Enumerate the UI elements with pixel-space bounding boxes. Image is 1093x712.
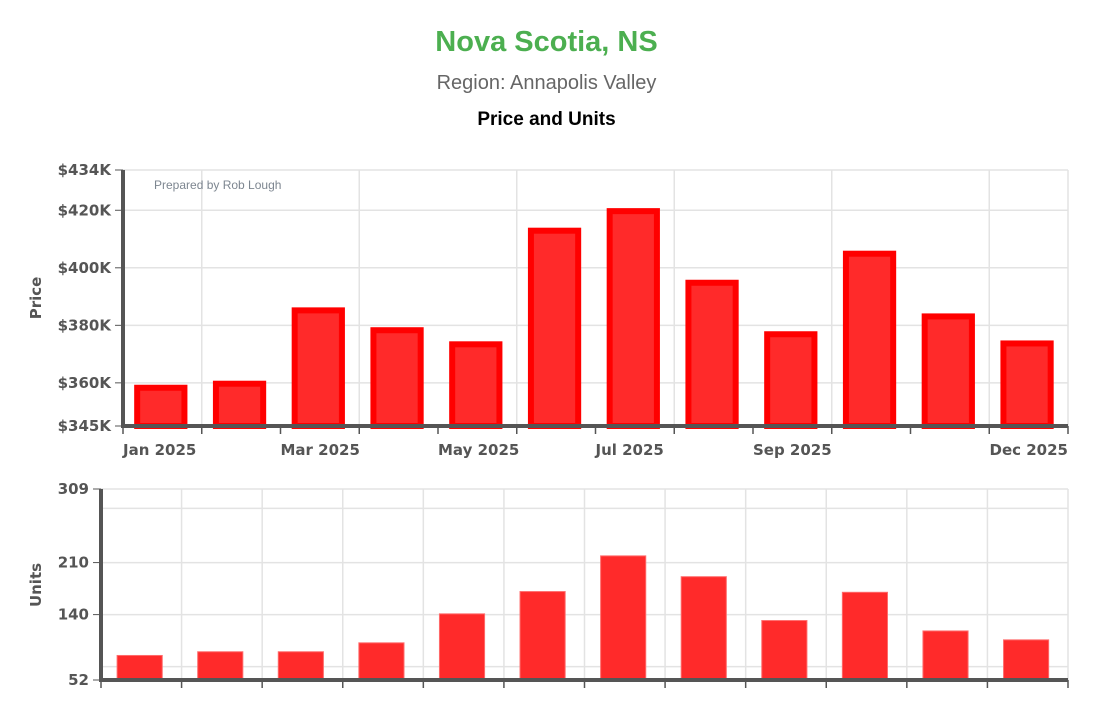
price-y-tick-label: $434K (58, 161, 113, 179)
units-bar (358, 642, 405, 681)
units-bar (197, 651, 244, 681)
units-bar (277, 651, 324, 681)
price-bar (1000, 340, 1054, 430)
chart-main-title: Nova Scotia, NS (435, 26, 658, 58)
chart-title: Price and Units (477, 109, 616, 130)
credit-text: Prepared by Rob Lough (154, 178, 281, 192)
price-bar (449, 341, 503, 430)
price-x-tick-label: Jan 2025 (122, 441, 196, 459)
units-bar (116, 654, 163, 681)
units-bar (1003, 639, 1050, 681)
price-y-tick-label: $400K (58, 259, 113, 277)
units-y-tick-label: 52 (68, 671, 89, 689)
units-y-tick-label: 309 (58, 480, 89, 498)
price-x-tick-label: Dec 2025 (990, 441, 1069, 459)
units-bar (438, 613, 486, 681)
price-x-tick-label: Sep 2025 (753, 441, 832, 459)
units-y-tick-label: 210 (58, 554, 89, 572)
price-bar (212, 380, 267, 430)
price-bar (134, 384, 188, 430)
price-axis-title: Price (27, 277, 45, 320)
price-y-tick-label: $420K (58, 201, 113, 219)
units-y-tick-label: 140 (58, 606, 89, 624)
units-bar (841, 591, 888, 681)
price-x-tick-label: Jul 2025 (595, 441, 664, 459)
units-bar (761, 620, 808, 681)
price-bar (370, 327, 424, 429)
price-bar (764, 331, 818, 430)
price-y-tick-label: $380K (58, 316, 113, 334)
price-bar (921, 313, 975, 430)
units-bar (680, 576, 727, 681)
chart-subtitle: Region: Annapolis Valley (436, 72, 657, 94)
units-axis-title: Units (27, 563, 45, 607)
units-bar (922, 630, 969, 681)
price-bar (527, 227, 582, 429)
price-y-tick-label: $345K (58, 417, 113, 435)
price-x-tick-label: May 2025 (438, 441, 519, 459)
price-bar (291, 307, 345, 429)
units-bar (600, 555, 647, 681)
price-x-tick-label: Mar 2025 (281, 441, 360, 459)
price-bar (685, 279, 739, 430)
price-y-tick-label: $360K (58, 374, 113, 392)
units-bar (519, 591, 566, 681)
price-bar (606, 208, 660, 429)
price-bar (842, 250, 897, 429)
